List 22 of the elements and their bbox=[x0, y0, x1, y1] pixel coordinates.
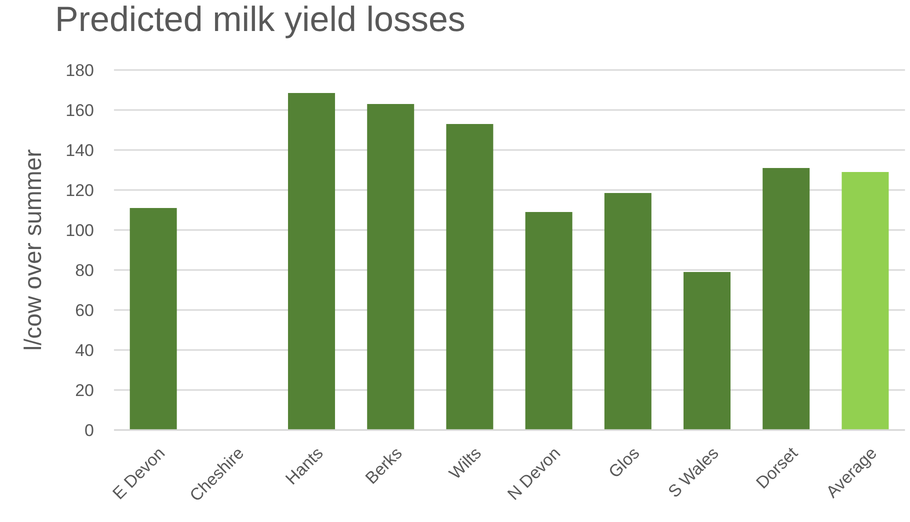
bar bbox=[842, 172, 889, 430]
y-axis-title: l/cow over summer bbox=[20, 149, 46, 351]
y-tick-label: 60 bbox=[75, 301, 94, 320]
y-tick-label: 140 bbox=[66, 141, 94, 160]
y-tick-label: 100 bbox=[66, 221, 94, 240]
bar bbox=[446, 124, 494, 430]
chart-title: Predicted milk yield losses bbox=[55, 0, 466, 40]
y-tick-label: 0 bbox=[84, 421, 94, 440]
bar bbox=[525, 212, 572, 430]
x-tick-label: Glos bbox=[605, 444, 644, 482]
bar bbox=[604, 193, 652, 430]
y-tick-label: 80 bbox=[75, 261, 94, 280]
y-tick-label: 180 bbox=[66, 61, 94, 80]
y-tick-label: 20 bbox=[75, 381, 94, 400]
y-tick-label: 120 bbox=[66, 181, 94, 200]
y-tick-label: 40 bbox=[75, 341, 94, 360]
bar bbox=[684, 272, 731, 430]
bar bbox=[762, 168, 810, 430]
bar bbox=[288, 93, 336, 430]
bar bbox=[130, 208, 177, 430]
y-tick-label: 160 bbox=[66, 101, 94, 120]
bar bbox=[367, 104, 414, 430]
